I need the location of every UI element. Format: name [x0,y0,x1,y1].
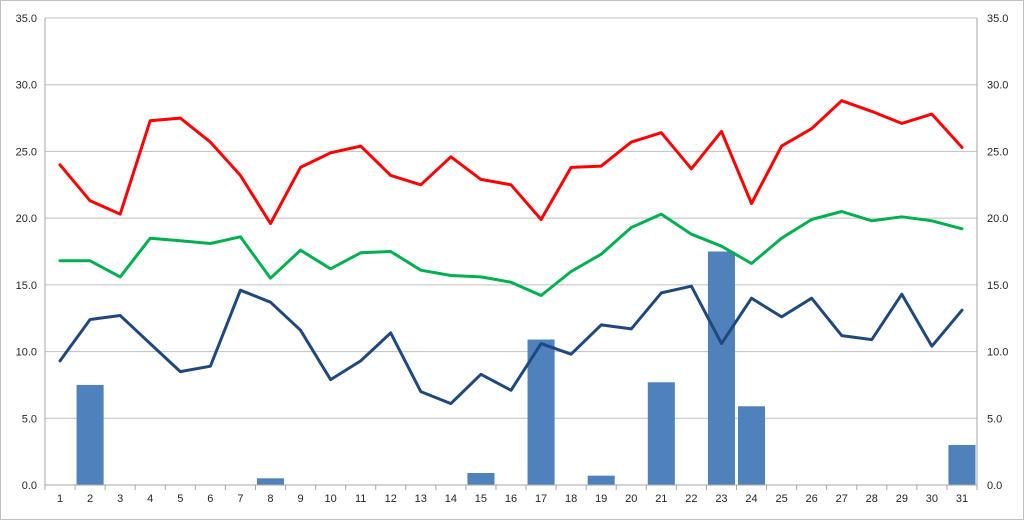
precipitation-bar [707,251,735,485]
x-tick-label: 29 [896,493,908,505]
y-tick-label-left: 20.0 [16,213,37,225]
precipitation-bar [256,478,285,485]
x-tick-label: 19 [595,493,607,505]
x-tick-label: 26 [806,493,818,505]
x-tick-label: 17 [535,493,547,505]
axes: 0.0 0.0 5.0 5.0 10.0 10.0 15.0 15.0 20.0 20.0 25.0… [16,13,1009,505]
y-tick-label-left: 0.0 [22,480,37,492]
y-tick-label-right: 25.0 [987,146,1008,158]
y-tick-label-right: 10.0 [987,347,1008,359]
x-tick-label: 27 [836,493,848,505]
x-tick-label: 31 [956,493,968,505]
y-tick-label-left: 10.0 [16,347,37,359]
y-tick-label-right: 0.0 [987,480,1002,492]
x-tick-label: 24 [745,493,757,505]
x-tick-label: 3 [117,493,123,505]
precipitation-bar [647,382,675,485]
precipitation-bar [737,406,766,485]
x-tick-label: 12 [385,493,397,505]
precipitation-bars [76,251,976,485]
y-tick-label-left: 35.0 [16,13,37,25]
x-tick-label: 15 [475,493,487,505]
y-tick-label-right: 30.0 [987,80,1008,92]
y-tick-label-right: 15.0 [987,280,1008,292]
x-tick-label: 18 [565,493,577,505]
y-tick-label-right: 5.0 [987,413,1002,425]
y-tick-label-right: 35.0 [987,13,1008,25]
x-tick-label: 21 [655,493,667,505]
series-line-3 [58,284,964,406]
gridlines [45,17,977,419]
precipitation-bar [76,384,104,485]
y-tick-label-left: 30.0 [16,80,37,92]
y-tick-label-right: 20.0 [987,213,1008,225]
x-tick-label: 4 [147,493,153,505]
x-tick-label: 22 [685,493,697,505]
x-tick-label: 2 [87,493,93,505]
precipitation-bar [467,472,495,485]
x-tick-label: 20 [625,493,637,505]
x-tick-label: 10 [324,493,336,505]
x-tick-label: 13 [415,493,427,505]
x-tick-label: 9 [297,493,303,505]
precipitation-bar [948,444,976,485]
x-tick-label: 8 [267,493,273,505]
x-tick-label: 23 [715,493,727,505]
x-tick-label: 11 [355,493,366,505]
temperature-lines [58,99,964,406]
precipitation-bar [587,475,615,485]
precipitation-bar [527,339,555,485]
x-tick-label: 14 [445,493,457,505]
y-tick-label-left: 15.0 [16,280,37,292]
y-tick-label-left: 5.0 [22,413,37,425]
x-tick-label: 1 [57,493,63,505]
x-tick-label: 28 [866,493,878,505]
x-tick-label: 30 [926,493,938,505]
series-line-2 [58,210,964,297]
series-line-1 [58,99,964,225]
x-tick-label: 5 [177,493,183,505]
x-tick-label: 25 [775,493,787,505]
x-tick-label: 16 [505,493,517,505]
y-tick-label-left: 25.0 [16,146,37,158]
x-tick-label: 6 [207,493,213,505]
x-tick-label: 7 [237,493,243,505]
